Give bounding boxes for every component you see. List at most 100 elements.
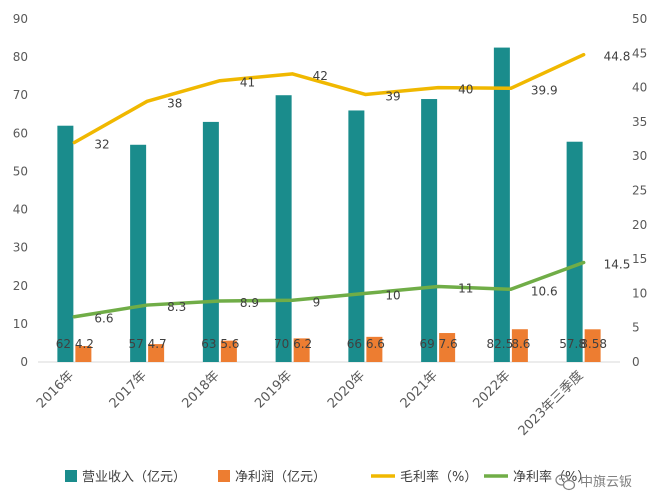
lines — [72, 52, 586, 319]
revenue-bar — [421, 99, 438, 363]
y-right-tick-label: 0 — [632, 355, 640, 369]
net-margin-data-label: 14.5 — [604, 258, 631, 272]
net-margin-data-label: 11 — [458, 282, 473, 296]
legend-label: 净利率（%） — [513, 469, 590, 485]
net-profit-bar — [511, 329, 528, 362]
revenue-data-label: 82.5 — [487, 337, 514, 351]
net-margin-data-label: 8.9 — [240, 296, 259, 310]
revenue-data-label: 66 — [347, 337, 362, 351]
net-margin-data-label: 9 — [313, 295, 321, 309]
gross-margin-data-label: 44.8 — [604, 50, 631, 64]
y-right-tick-label: 50 — [632, 12, 647, 26]
revenue-data-label: 70 — [274, 337, 289, 351]
gross-margin-point — [509, 86, 513, 90]
y-right-tick-label: 15 — [632, 252, 647, 266]
y-left-tick-label: 10 — [13, 317, 28, 331]
wechat-icon — [555, 474, 576, 491]
revenue-data-label: 69 — [419, 337, 434, 351]
revenue-data-label: 57 — [128, 337, 143, 351]
data-labels: 62 57 63 70 66 69 82.5 57.8 4.2 4.7 5.6 6.2 6.6 7.6 8.… — [56, 50, 631, 351]
y-right-tick-label: 30 — [632, 149, 647, 163]
y-right-tick-label: 45 — [632, 46, 647, 60]
legend-swatch — [65, 470, 77, 482]
gross-margin-point — [72, 140, 76, 144]
net-margin-data-label: 8.3 — [167, 300, 186, 314]
legend-label: 毛利率（%） — [400, 469, 477, 485]
y-left-tick-label: 60 — [13, 126, 28, 140]
net-margin-point — [509, 287, 513, 291]
net-margin-point — [145, 303, 149, 307]
revenue-bar — [493, 47, 510, 362]
gross-margin-data-label: 39.9 — [531, 83, 558, 97]
net-profit-bar — [293, 338, 310, 362]
net-profit-data-label: 5.6 — [220, 337, 239, 351]
gross-margin-point — [218, 79, 222, 83]
gross-margin-point — [582, 53, 586, 57]
net-margin-data-label: 10 — [385, 288, 400, 302]
revenue-data-label: 62 — [56, 337, 71, 351]
y-right-tick-label: 25 — [632, 184, 647, 198]
x-tick-label: 2018年 — [180, 368, 223, 411]
revenue-bar — [348, 110, 365, 362]
net-margin-point — [72, 315, 76, 319]
y-left-tick-label: 40 — [13, 203, 28, 217]
net-profit-data-label: 6.6 — [366, 337, 385, 351]
revenue-bar — [275, 95, 292, 362]
axes: 0 10 20 30 40 50 60 70 80 90 0 5 10 15 20 25 30 35 40 45 50 2… — [13, 12, 648, 439]
legend: 营业收入（亿元） 净利润（亿元） 毛利率（%） 净利率（%） — [65, 469, 590, 485]
net-margin-point — [218, 299, 222, 303]
net-profit-data-label: 4.2 — [75, 337, 94, 351]
legend-swatch — [218, 470, 230, 482]
net-margin-data-label: 6.6 — [94, 312, 113, 326]
gross-margin-point — [436, 86, 440, 90]
net-profit-data-label: 4.7 — [148, 337, 167, 351]
gross-margin-data-label: 38 — [167, 96, 182, 110]
net-profit-bar — [220, 340, 237, 362]
net-margin-point — [436, 285, 440, 289]
net-profit-bar — [148, 344, 165, 362]
gross-margin-data-label: 39 — [385, 89, 400, 103]
y-right-tick-label: 5 — [632, 321, 640, 335]
net-margin-point — [363, 291, 367, 295]
gross-margin-data-label: 42 — [313, 69, 328, 83]
watermark: 中旗云钣 — [555, 474, 632, 491]
net-margin-point — [582, 261, 586, 265]
y-left-tick-label: 80 — [13, 50, 28, 64]
revenue-data-label: 63 — [201, 337, 216, 351]
gross-margin-point — [145, 99, 149, 103]
net-profit-bar — [366, 336, 383, 362]
x-tick-label: 2022年 — [471, 368, 514, 411]
y-right-tick-label: 35 — [632, 115, 647, 129]
y-left-tick-label: 50 — [13, 164, 28, 178]
net-margin-point — [291, 298, 295, 302]
x-tick-label: 2023年三季度 — [515, 368, 586, 439]
x-tick-label: 2017年 — [107, 368, 150, 411]
x-tick-label: 2020年 — [325, 368, 368, 411]
x-tick-label: 2019年 — [252, 368, 295, 411]
y-right-tick-label: 20 — [632, 218, 647, 232]
revenue-bar — [202, 121, 219, 363]
legend-label: 净利润（亿元） — [235, 470, 326, 485]
net-profit-bar — [75, 345, 92, 362]
net-profit-data-label: 8.58 — [580, 337, 607, 351]
net-profit-bar — [584, 329, 601, 362]
y-right-tick-label: 40 — [632, 81, 647, 95]
legend-label: 营业收入（亿元） — [82, 470, 186, 485]
gross-margin-data-label: 41 — [240, 76, 255, 90]
x-tick-label: 2016年 — [34, 368, 77, 411]
y-right-tick-label: 10 — [632, 286, 647, 300]
net-margin-line — [72, 260, 586, 319]
y-left-tick-label: 30 — [13, 241, 28, 255]
net-profit-data-label: 6.2 — [293, 337, 312, 351]
y-left-tick-label: 20 — [13, 279, 28, 293]
revenue-data-label: 57.8 — [559, 337, 586, 351]
net-profit-data-label: 7.6 — [439, 337, 458, 351]
revenue-bar — [57, 125, 74, 362]
revenue-bar — [130, 144, 147, 362]
gross-margin-point — [291, 72, 295, 76]
y-left-tick-label: 0 — [20, 355, 28, 369]
x-tick-label: 2021年 — [398, 368, 441, 411]
bars — [57, 47, 601, 363]
gross-margin-data-label: 40 — [458, 83, 473, 97]
